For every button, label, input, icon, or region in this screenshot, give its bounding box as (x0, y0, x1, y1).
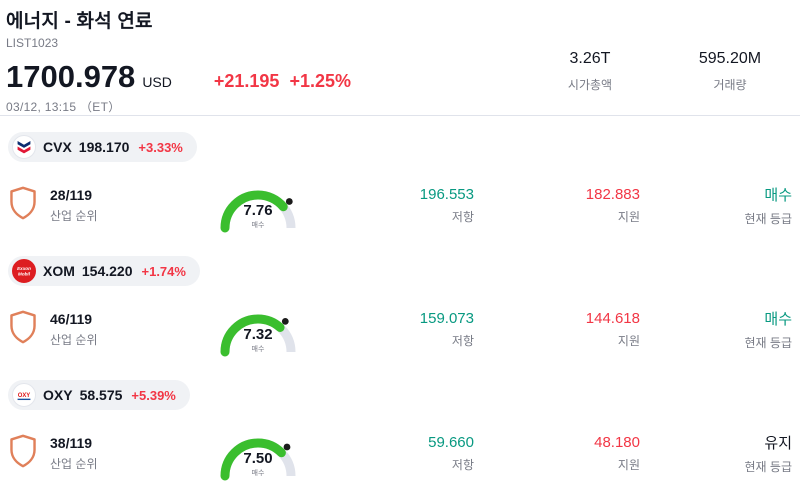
svg-text:Exxon: Exxon (17, 266, 31, 271)
resistance-block: 159.073 저항 (308, 310, 474, 349)
ticker-price: 154.220 (81, 263, 133, 279)
rating-block: 유지 현재 등급 (640, 432, 793, 475)
ticker-change-percent: +1.74% (141, 263, 186, 279)
ticker-change-percent: +5.39% (131, 387, 176, 403)
volume-value: 595.20M (698, 50, 762, 67)
stock-section-oxy: OXY OXY 58.575 +5.39% 38/119 산업 순위 7.50 … (0, 364, 800, 488)
stock-section-cvx: CVX 198.170 +3.33% 28/119 산업 순위 7.76 매수 … (0, 116, 800, 240)
rating-label: 현재 등급 (744, 335, 793, 350)
svg-text:OXY: OXY (18, 393, 31, 399)
rating-value: 매수 (764, 186, 792, 204)
gauge-score-label: 매수 (251, 222, 265, 229)
ticker-symbol: XOM (43, 263, 75, 279)
rating-value: 유지 (764, 434, 792, 452)
support-label: 지원 (617, 333, 640, 348)
chevron-logo-icon (12, 135, 36, 159)
support-block: 182.883 지원 (474, 186, 640, 225)
currency-label: USD (142, 74, 172, 90)
industry-rank-value: 46/119 (50, 310, 93, 327)
resistance-value: 159.073 (419, 309, 474, 327)
resistance-value: 59.660 (428, 433, 474, 451)
page-title: 에너지 - 화석 연료 (6, 11, 153, 32)
support-value: 48.180 (594, 433, 640, 451)
list-id: LIST1023 (6, 36, 59, 50)
index-price: 1700.978 (6, 59, 136, 94)
ticker-price: 58.575 (79, 387, 123, 403)
svg-text:Mobil: Mobil (18, 272, 31, 277)
support-label: 지원 (617, 209, 640, 224)
price-change: +21.195 (213, 71, 280, 91)
gauge-score-label: 매수 (251, 470, 265, 477)
rating-label: 현재 등급 (744, 459, 793, 474)
volume-label: 거래량 (713, 78, 747, 92)
support-block: 144.618 지원 (474, 310, 640, 349)
industry-rank-value: 28/119 (50, 186, 93, 203)
header: 에너지 - 화석 연료 LIST1023 1700.978 USD +21.19… (0, 0, 800, 116)
market-cap-value: 3.26T (569, 50, 611, 67)
quote-datetime: 03/12, 13:15 （ET） (6, 100, 121, 114)
industry-rank-label: 산업 순위 (50, 332, 98, 347)
industry-rank-label: 산업 순위 (50, 208, 98, 223)
industry-rank-block: 38/119 산업 순위 (8, 434, 208, 473)
analyst-gauge: 7.32 매수 (208, 296, 308, 362)
price-row: 1700.978 USD +21.195 +1.25% (6, 59, 792, 95)
stock-detail-row: 28/119 산업 순위 7.76 매수 196.553 저항 182.883 … (8, 172, 800, 238)
ticker-pill-xom[interactable]: Exxon Mobil XOM 154.220 +1.74% (8, 256, 200, 286)
rating-value: 매수 (764, 310, 792, 328)
stock-detail-row: 38/119 산업 순위 7.50 매수 59.660 저항 48.180 지원… (8, 420, 800, 486)
resistance-block: 59.660 저항 (308, 434, 474, 473)
stock-section-xom: Exxon Mobil XOM 154.220 +1.74% 46/119 산업… (0, 240, 800, 364)
rating-label: 현재 등급 (744, 211, 793, 226)
ticker-change-percent: +3.33% (138, 139, 183, 155)
industry-rank-block: 28/119 산업 순위 (8, 186, 208, 225)
stock-detail-row: 46/119 산업 순위 7.32 매수 159.073 저항 144.618 … (8, 296, 800, 362)
rating-block: 매수 현재 등급 (640, 184, 793, 227)
price-change-group: +21.195 +1.25% (214, 71, 351, 92)
shield-icon (8, 186, 38, 225)
shield-icon (8, 310, 38, 349)
resistance-value: 196.553 (419, 185, 474, 203)
resistance-label: 저항 (451, 457, 474, 472)
industry-rank-label: 산업 순위 (50, 456, 98, 471)
occidental-logo-icon: OXY (12, 383, 36, 407)
ticker-symbol: OXY (43, 387, 73, 403)
rating-block: 매수 현재 등급 (640, 308, 793, 351)
ticker-pill-cvx[interactable]: CVX 198.170 +3.33% (8, 132, 197, 162)
header-stats: 3.26T 시가총액 595.20M 거래량 (520, 50, 800, 93)
gauge-score: 7.50 (243, 450, 273, 467)
volume-stat: 595.20M 거래량 (660, 50, 800, 93)
gauge-score: 7.76 (243, 202, 273, 219)
support-block: 48.180 지원 (474, 434, 640, 473)
analyst-gauge: 7.50 매수 (208, 420, 308, 486)
industry-rank-value: 38/119 (50, 434, 93, 451)
analyst-gauge: 7.76 매수 (208, 172, 308, 238)
market-cap-label: 시가총액 (567, 78, 613, 92)
exxonmobil-logo-icon: Exxon Mobil (12, 259, 36, 283)
support-value: 182.883 (585, 185, 640, 203)
resistance-block: 196.553 저항 (308, 186, 474, 225)
price-change-percent: +1.25% (289, 71, 352, 91)
support-value: 144.618 (585, 309, 640, 327)
resistance-label: 저항 (451, 209, 474, 224)
gauge-score-label: 매수 (251, 346, 265, 353)
ticker-price: 198.170 (78, 139, 130, 155)
ticker-symbol: CVX (43, 139, 72, 155)
industry-rank-block: 46/119 산업 순위 (8, 310, 208, 349)
support-label: 지원 (617, 457, 640, 472)
resistance-label: 저항 (451, 333, 474, 348)
shield-icon (8, 434, 38, 473)
ticker-pill-oxy[interactable]: OXY OXY 58.575 +5.39% (8, 380, 190, 410)
gauge-score: 7.32 (243, 326, 273, 343)
market-cap-stat: 3.26T 시가총액 (520, 50, 660, 93)
